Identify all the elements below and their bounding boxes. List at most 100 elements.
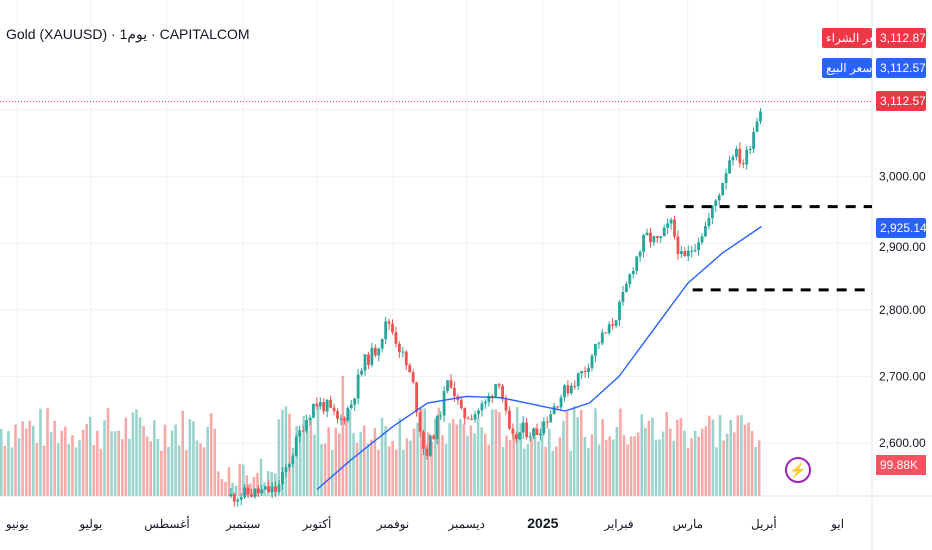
volume-bar <box>690 438 693 496</box>
candle-body <box>239 497 243 500</box>
volume-bar <box>295 426 298 496</box>
volume-bar <box>188 419 192 496</box>
volume-bar <box>174 424 177 496</box>
candle-body <box>631 270 635 275</box>
volume-bar <box>10 447 14 496</box>
candle-body <box>662 227 666 237</box>
volume-bar <box>14 424 17 496</box>
volume-bar <box>483 433 487 496</box>
candle-body <box>649 232 652 243</box>
candle-body <box>483 401 487 404</box>
volume-bar <box>722 440 725 496</box>
candle-body <box>415 382 418 413</box>
volume-bar <box>501 447 505 496</box>
volume-bar <box>195 440 199 496</box>
volume-bar <box>441 435 444 496</box>
candle-body <box>604 332 608 334</box>
volume-bar <box>729 419 732 496</box>
volume-bar <box>231 482 234 496</box>
volume-bar <box>665 412 668 496</box>
volume-bar <box>594 408 597 496</box>
candle-body <box>411 372 415 383</box>
volume-bar <box>430 441 434 496</box>
candle-body <box>325 399 329 412</box>
volume-bar <box>505 435 508 496</box>
candle-body <box>446 380 449 391</box>
volume-bar <box>110 431 113 496</box>
candle-body <box>315 403 319 407</box>
candle-body <box>552 406 556 415</box>
candle-body <box>391 323 394 333</box>
volume-bar <box>334 427 338 496</box>
volume-bar <box>323 443 327 496</box>
volume-bar <box>498 412 501 496</box>
volume-bar <box>131 412 135 496</box>
candle-body <box>408 365 412 373</box>
volume-bar <box>711 419 715 496</box>
candle-body <box>538 433 542 435</box>
volume-bar <box>391 440 394 496</box>
volume-bar <box>67 444 71 496</box>
volume-bar <box>629 436 633 496</box>
candle-body <box>284 467 288 472</box>
candle-body <box>693 250 697 252</box>
x-tick-label: يونيو <box>5 517 29 531</box>
candle-body <box>714 200 718 206</box>
volume-bar <box>437 407 441 496</box>
candle-body <box>380 339 384 349</box>
volume-tag: 99.88K <box>876 455 926 475</box>
volume-bar <box>224 481 227 496</box>
volume-bar <box>28 420 32 496</box>
volume-bar <box>113 431 117 496</box>
volume-bar <box>309 418 313 496</box>
volume-bar <box>462 423 466 496</box>
candle-body <box>432 435 436 440</box>
volume-bar <box>612 439 615 496</box>
volume-bar <box>185 449 188 496</box>
volume-bar <box>106 408 110 496</box>
volume-bar <box>587 448 590 496</box>
volume-bar <box>160 450 163 496</box>
candle-body <box>573 385 577 387</box>
chart-title: Gold (XAUUSD) · 1يوم · CAPITALCOM <box>6 26 250 42</box>
volume-bar <box>718 415 722 496</box>
candle-body <box>442 390 446 416</box>
volume-bar <box>64 426 67 496</box>
candle-body <box>717 195 721 201</box>
volume-bar <box>491 409 494 496</box>
volume-bar <box>213 428 217 496</box>
volume-bar <box>338 433 341 496</box>
candle-body <box>349 404 353 408</box>
x-tick-label: مارس <box>673 517 704 531</box>
volume-bar <box>92 444 96 496</box>
candle-body <box>576 373 580 387</box>
candle-body <box>459 400 463 408</box>
candle-body <box>518 432 522 440</box>
candle-body <box>435 416 439 440</box>
lightning-icon[interactable]: ⚡ <box>785 457 811 483</box>
candle-body <box>418 412 422 432</box>
x-tick-label: نوفمبر <box>376 517 409 531</box>
candle-body <box>752 131 756 150</box>
volume-bar <box>99 448 103 496</box>
volume-bar <box>96 430 99 496</box>
candle-body <box>377 348 381 356</box>
candle-body <box>236 499 240 502</box>
volume-bar <box>704 426 708 496</box>
x-tick-label: أبريل <box>751 516 777 531</box>
volume-bar <box>668 428 672 496</box>
volume-bar <box>743 424 747 496</box>
candle-body <box>305 420 308 432</box>
volume-bar <box>355 442 359 496</box>
volume-bar <box>697 436 700 496</box>
volume-bar <box>259 458 263 496</box>
volume-bar <box>434 418 437 496</box>
volume-bar <box>156 438 160 496</box>
volume-bar <box>519 423 523 496</box>
volume-bar <box>17 438 21 496</box>
candle-body <box>659 236 663 239</box>
candle-body <box>281 471 284 485</box>
volume-bar <box>359 432 362 496</box>
candle-body <box>480 403 484 411</box>
